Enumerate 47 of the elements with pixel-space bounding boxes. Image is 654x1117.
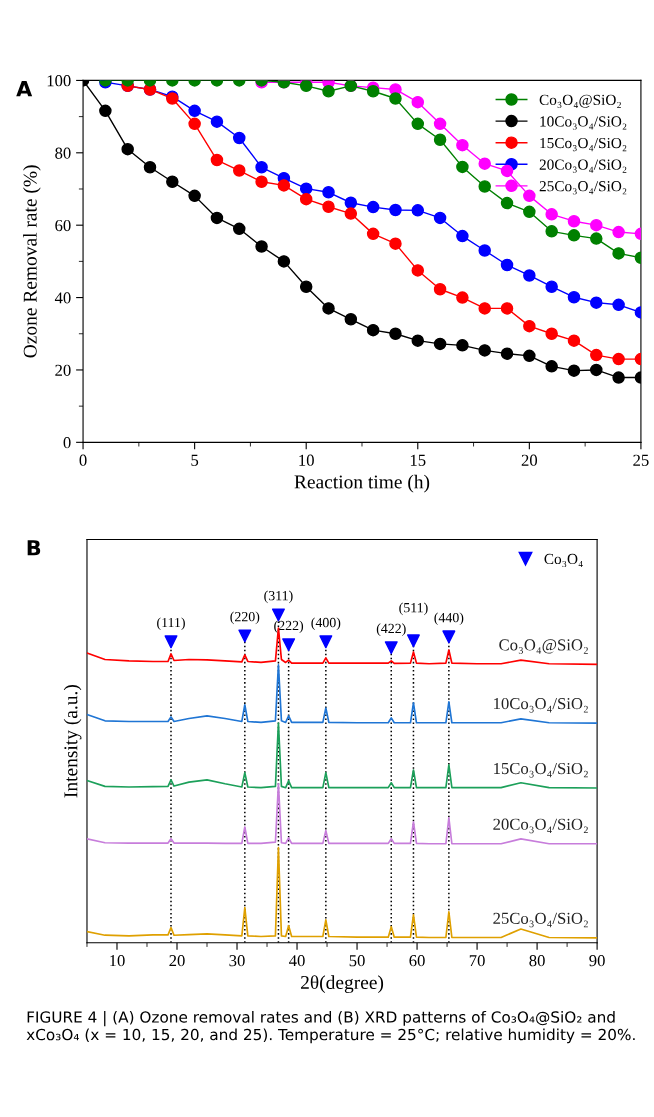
x-tick-label: 50	[349, 955, 365, 967]
chart-title: A	[16, 81, 33, 97]
legend-label: Co₃O₄@SiO₂	[539, 94, 621, 109]
series-label: 10Co₃O₄/SiO₂	[494, 697, 588, 713]
legend-label: 20Co₃O₄/SiO₂	[539, 159, 627, 173]
x-tick-label: 80	[529, 955, 545, 967]
y-tick-label: 20	[55, 364, 71, 376]
annotation: (511)	[399, 602, 428, 616]
legend-label: Co₃O₄	[544, 553, 583, 568]
annotation: (111)	[157, 617, 185, 631]
x-tick-label: 90	[589, 955, 605, 967]
chart-title: B	[27, 540, 41, 556]
x-tick-label: 70	[469, 955, 485, 967]
x-tick-label: 10	[299, 454, 314, 466]
annotation: (311)	[264, 590, 293, 604]
x-tick-label: 20	[521, 454, 538, 466]
y-tick-label: 40	[54, 292, 71, 304]
annotation: (222)	[274, 620, 304, 633]
x-tick-label: 25	[633, 454, 649, 466]
annotation: (422)	[376, 623, 406, 636]
x-tick-label: 15	[410, 454, 426, 466]
series-label: Co₃O₄@SiO₂	[499, 639, 588, 654]
y-tick-label: 60	[55, 219, 71, 232]
x-tick-label: 60	[409, 955, 425, 967]
x-tick-label: 40	[289, 955, 305, 967]
legend-label: 10Co₃O₄/SiO₂	[540, 116, 627, 130]
caption: FIGURE 4 | (A) Ozone removal rates and (B) XRD patterns of Co₃O₄@SiO₂ and xCo₃O₄ (x = 10, 15, 20, and 25). Temperature = 25°C; relative humidity = 20%.	[26, 1010, 635, 1044]
y-axis-title: Ozone Removal rate (%)	[23, 165, 41, 358]
x-axis-title: 2θ(degree)	[301, 975, 384, 994]
x-tick-label: 0	[79, 454, 87, 466]
legend-label: 25Co₃O₄/SiO₂	[539, 181, 627, 195]
x-tick-label: 30	[229, 955, 245, 967]
series-label: 15Co₃O₄/SiO₂	[494, 762, 588, 778]
legend-label: 15Co₃O₄/SiO₂	[540, 137, 627, 152]
x-tick-label: 20	[169, 955, 185, 967]
y-tick-label: 100	[47, 75, 71, 87]
annotation: (400)	[311, 617, 341, 631]
y-axis-title: Intensity (a.u.)	[63, 685, 82, 798]
y-tick-label: 80	[55, 147, 71, 159]
annotation: (440)	[434, 612, 464, 626]
y-tick-label: 0	[63, 437, 71, 449]
x-tick-label: 5	[191, 454, 199, 466]
x-tick-label: 10	[110, 955, 125, 967]
annotation: (220)	[230, 611, 260, 625]
series-label: 25Co₃O₄/SiO₂	[493, 912, 588, 928]
x-axis-title: Reaction time (h)	[294, 474, 430, 493]
series-label: 20Co₃O₄/SiO₂	[493, 818, 588, 834]
